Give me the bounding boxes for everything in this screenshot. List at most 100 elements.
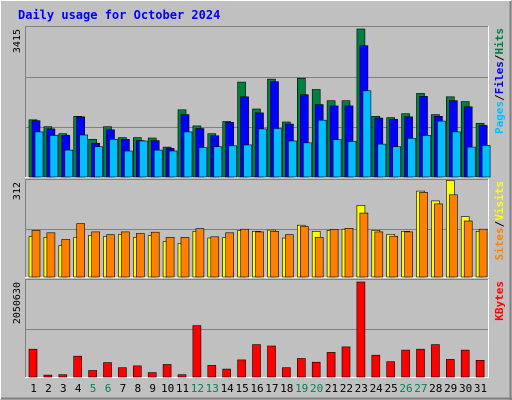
x-tick-label-day-25: 25 [384, 382, 397, 395]
bar-sites-day-23 [359, 212, 369, 278]
x-tick-label-day-24: 24 [370, 382, 384, 395]
bar-sites-day-16 [255, 231, 264, 278]
bar-pages-day-11 [183, 131, 193, 178]
bar-kbytes-day-23 [356, 281, 366, 378]
bar-kbytes-day-20 [311, 361, 321, 378]
bar-sites-day-19 [299, 226, 309, 278]
bar-kbytes-day-16 [252, 344, 261, 378]
legend-panel-1: Pages/Files/Hits [493, 28, 506, 134]
bar-pages-day-12 [198, 147, 208, 178]
bar-kbytes-day-21 [326, 352, 336, 378]
bar-kbytes-day-3 [58, 374, 68, 378]
bar-kbytes-day-22 [341, 346, 351, 378]
bar-sites-day-22 [344, 228, 354, 278]
bar-sites-day-3 [61, 239, 71, 278]
bar-kbytes-day-27 [416, 348, 425, 378]
x-tick-label-day-12: 12 [191, 382, 204, 395]
bar-kbytes-day-29 [445, 359, 455, 378]
bar-pages-day-26 [407, 138, 416, 178]
x-tick-label-day-2: 2 [45, 382, 52, 395]
bar-kbytes-day-11 [177, 374, 187, 378]
y-max-label: 3415 [12, 29, 23, 53]
x-tick-label-day-15: 15 [235, 382, 248, 395]
x-tick-label-day-14: 14 [221, 382, 235, 395]
bar-kbytes-day-17 [267, 345, 276, 378]
bar-kbytes-day-30 [460, 349, 470, 378]
bar-sites-day-18 [285, 234, 294, 278]
bar-sites-day-14 [225, 232, 234, 278]
x-axis-labels: 1 2 3 4 5 6 7 8 9 10 11 12 13 14 15 16 17 18 19 20 21 22 23 24 2… [30, 382, 487, 395]
bar-kbytes-day-10 [162, 364, 172, 378]
bar-pages-day-15 [243, 144, 252, 178]
bar-sites-day-5 [91, 231, 100, 278]
x-tick-label-day-31: 31 [474, 382, 487, 395]
bar-kbytes-day-4 [73, 355, 82, 378]
bar-sites-day-30 [463, 220, 473, 278]
bar-kbytes-day-9 [147, 372, 157, 378]
bar-pages-day-30 [466, 146, 476, 178]
bar-sites-day-28 [434, 203, 443, 278]
bar-pages-day-1 [34, 131, 44, 178]
bar-pages-day-14 [228, 145, 237, 178]
bar-pages-day-10 [168, 150, 178, 178]
bar-kbytes-day-19 [296, 358, 306, 378]
legend-item: / [493, 94, 506, 101]
legend-item: Pages [493, 101, 506, 134]
bar-pages-day-29 [451, 131, 461, 178]
legend-item: Hits [493, 28, 506, 55]
x-tick-label-day-28: 28 [429, 382, 442, 395]
x-tick-label-day-8: 8 [134, 382, 141, 395]
bar-sites-day-6 [106, 234, 115, 278]
x-tick-label-day-23: 23 [355, 382, 368, 395]
legend-panel-2: Sites/Visits [493, 181, 506, 261]
x-tick-label-day-5: 5 [90, 382, 97, 395]
x-tick-label-day-13: 13 [206, 382, 219, 395]
bar-sites-day-21 [329, 229, 339, 278]
bar-sites-day-1 [31, 230, 41, 278]
bar-sites-day-29 [448, 194, 458, 278]
bar-pages-day-22 [347, 141, 357, 178]
bar-pages-day-4 [79, 134, 88, 178]
bar-sites-day-17 [270, 231, 279, 278]
bar-kbytes-day-5 [88, 370, 97, 378]
legend-item: Visits [493, 181, 506, 221]
x-tick-label-day-4: 4 [75, 382, 82, 395]
x-tick-label-day-1: 1 [30, 382, 37, 395]
bar-pages-day-8 [139, 140, 148, 178]
chart-panels: 3415Pages/Files/Hits312Sites/Visits20506… [12, 26, 506, 378]
x-tick-label-day-19: 19 [295, 382, 308, 395]
bar-pages-day-25 [392, 146, 402, 178]
bar-sites-day-13 [210, 236, 220, 278]
x-tick-label-day-30: 30 [459, 382, 472, 395]
bar-kbytes-day-25 [386, 361, 396, 378]
bar-sites-day-15 [240, 228, 249, 278]
y-max-label: 312 [12, 182, 23, 200]
x-tick-label-day-3: 3 [60, 382, 67, 395]
bar-sites-day-20 [314, 237, 324, 278]
bar-kbytes-day-31 [475, 359, 485, 378]
bar-kbytes-day-28 [431, 344, 440, 378]
x-tick-label-day-6: 6 [105, 382, 112, 395]
bar-sites-day-11 [180, 237, 190, 278]
chart-title: Daily usage for October 2024 [18, 8, 220, 22]
y-max-label: 2050630 [12, 282, 23, 324]
legend-item: / [493, 220, 506, 227]
bar-sites-day-9 [150, 231, 160, 278]
x-tick-label-day-11: 11 [176, 382, 189, 395]
bar-kbytes-day-15 [237, 359, 246, 378]
bar-pages-day-23 [362, 90, 372, 178]
x-tick-label-day-18: 18 [280, 382, 293, 395]
bar-sites-day-7 [121, 231, 130, 278]
bar-pages-day-28 [437, 120, 446, 178]
bar-kbytes-day-24 [371, 354, 381, 378]
bar-pages-day-18 [288, 140, 297, 178]
bar-kbytes-day-18 [282, 367, 291, 378]
x-tick-label-day-29: 29 [444, 382, 457, 395]
x-tick-label-day-17: 17 [265, 382, 278, 395]
x-tick-label-day-9: 9 [149, 382, 156, 395]
bar-kbytes-day-8 [133, 365, 142, 378]
bar-pages-day-5 [94, 146, 103, 178]
x-tick-label-day-26: 26 [399, 382, 412, 395]
